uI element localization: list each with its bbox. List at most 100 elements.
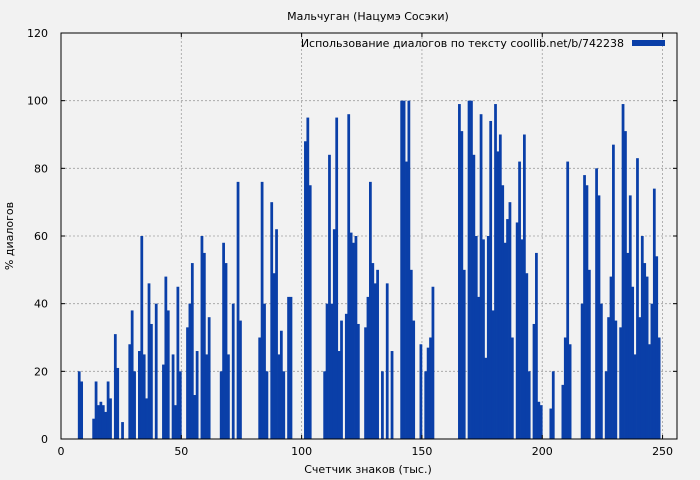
y-tick-label: 20 <box>34 365 48 378</box>
bar <box>535 252 538 439</box>
bar <box>109 398 112 439</box>
bar <box>277 354 281 439</box>
bar <box>614 320 618 439</box>
bar <box>340 320 343 439</box>
y-tick-label: 100 <box>27 95 48 108</box>
bar <box>106 381 110 439</box>
bar <box>364 327 367 439</box>
bar <box>624 131 627 439</box>
bar <box>366 296 370 439</box>
bar <box>518 161 521 439</box>
bar <box>595 168 598 439</box>
bar <box>356 323 360 439</box>
x-tick-label: 200 <box>532 445 553 458</box>
bar <box>510 337 514 439</box>
bar <box>121 422 124 439</box>
bar <box>508 202 512 439</box>
bar <box>472 154 476 440</box>
bar <box>101 405 105 439</box>
y-tick-label: 40 <box>34 298 48 311</box>
bar <box>527 371 531 439</box>
bar <box>328 154 331 440</box>
bar <box>568 344 572 439</box>
bar <box>337 351 341 439</box>
bar <box>335 117 339 439</box>
bar <box>140 236 144 439</box>
bar <box>583 175 586 439</box>
bar <box>402 100 406 440</box>
bar <box>174 405 177 439</box>
bar <box>224 263 228 439</box>
bar <box>162 364 165 439</box>
bar <box>523 134 526 439</box>
bar <box>195 351 199 439</box>
bar <box>390 351 394 439</box>
bar <box>325 303 329 439</box>
bar <box>607 317 610 439</box>
bar <box>205 354 209 439</box>
bar <box>515 222 519 439</box>
bar <box>506 219 509 439</box>
bar <box>154 303 158 439</box>
bar <box>330 303 334 439</box>
bar <box>260 181 264 439</box>
bar <box>638 317 642 439</box>
bar <box>236 181 240 439</box>
x-tick-label: 0 <box>58 445 65 458</box>
bar <box>652 188 656 439</box>
bar <box>265 371 269 439</box>
bar <box>130 310 134 439</box>
legend: Использование диалогов по тексту coollib… <box>301 37 665 50</box>
bar <box>494 104 497 440</box>
bar <box>193 395 197 439</box>
x-tick-label: 150 <box>411 445 432 458</box>
bar <box>222 242 225 439</box>
bar <box>460 131 464 439</box>
bar <box>650 303 654 439</box>
bar <box>308 185 312 439</box>
bar <box>279 330 283 439</box>
bar <box>537 401 541 439</box>
bar <box>612 144 615 439</box>
bar <box>128 344 132 439</box>
y-tick-label: 120 <box>27 27 48 40</box>
bar <box>138 351 141 439</box>
bar <box>77 371 81 439</box>
bar <box>619 327 623 439</box>
bar <box>133 371 136 439</box>
bar <box>400 100 404 440</box>
bar <box>633 354 637 439</box>
bar <box>116 367 120 439</box>
bar <box>587 269 591 439</box>
bar <box>219 371 223 439</box>
bar <box>636 158 639 439</box>
bar <box>178 371 182 439</box>
bar <box>381 371 384 439</box>
bar <box>166 310 170 439</box>
bar <box>503 242 507 439</box>
bar <box>470 100 473 440</box>
bar <box>289 296 293 439</box>
bar <box>323 371 327 439</box>
bar <box>549 408 553 439</box>
x-tick-label: 50 <box>174 445 188 458</box>
bar <box>227 354 230 439</box>
bar <box>412 320 416 439</box>
bar <box>407 100 411 440</box>
bar <box>424 371 428 439</box>
bar <box>643 263 647 439</box>
bar <box>482 239 485 439</box>
bar <box>525 273 529 439</box>
legend-swatch <box>632 40 665 46</box>
legend-label: Использование диалогов по тексту coollib… <box>301 37 624 50</box>
bar <box>621 104 625 440</box>
bar <box>239 320 242 439</box>
bar <box>486 236 490 439</box>
bar <box>145 398 148 439</box>
y-tick-label: 60 <box>34 230 48 243</box>
bar <box>202 252 206 439</box>
bar <box>176 286 180 439</box>
bar <box>306 117 310 439</box>
x-tick-label: 250 <box>652 445 673 458</box>
bar <box>648 344 651 439</box>
